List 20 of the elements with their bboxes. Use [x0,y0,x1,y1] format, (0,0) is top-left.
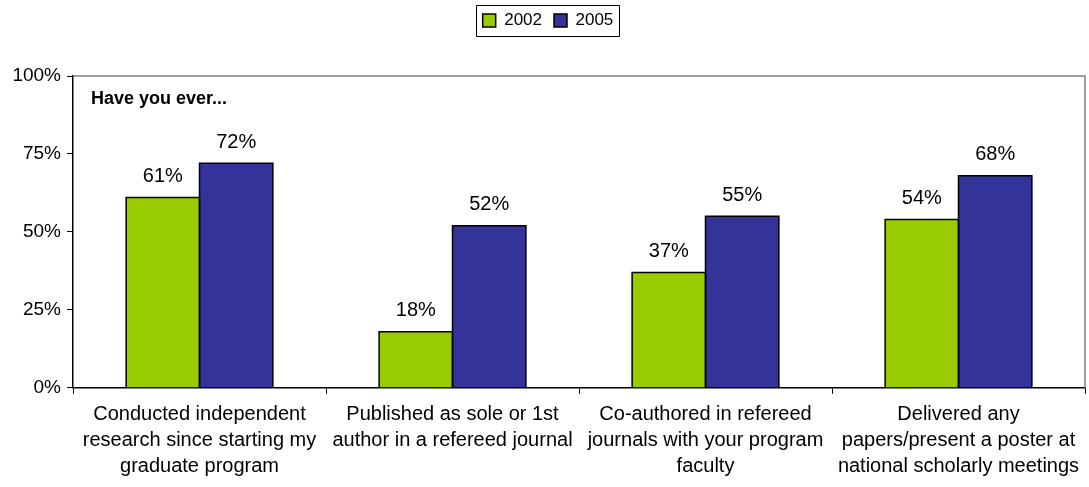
y-tick-label: 25% [22,298,62,320]
y-tick-label: 75% [22,142,62,164]
x-tick-label: Published as sole or 1st author in a refereed journal [332,401,573,450]
x-tick-label: Conducted independent research since starting my graduate program [82,401,317,477]
data-label: 61% [142,164,184,187]
x-tick-label: Co-authored in refereed journals with your program faculty [586,401,824,477]
data-label: 68% [975,142,1016,165]
data-label: 54% [901,185,943,208]
data-label: 52% [469,192,510,215]
x-tick-label: Delivered any papers/present a poster at national scholarly meetings [837,401,1080,477]
data-label: 37% [648,238,690,261]
y-tick-label: 100% [12,64,62,86]
legend-label: 2005 [575,10,614,30]
legend-label: 2002 [504,10,543,30]
y-tick-label: 0% [33,376,62,398]
y-tick-label: 50% [22,220,62,242]
data-label: 55% [722,182,763,205]
data-label: 18% [395,298,437,321]
annotation: Have you ever... [91,87,228,108]
data-label: 72% [216,129,257,152]
